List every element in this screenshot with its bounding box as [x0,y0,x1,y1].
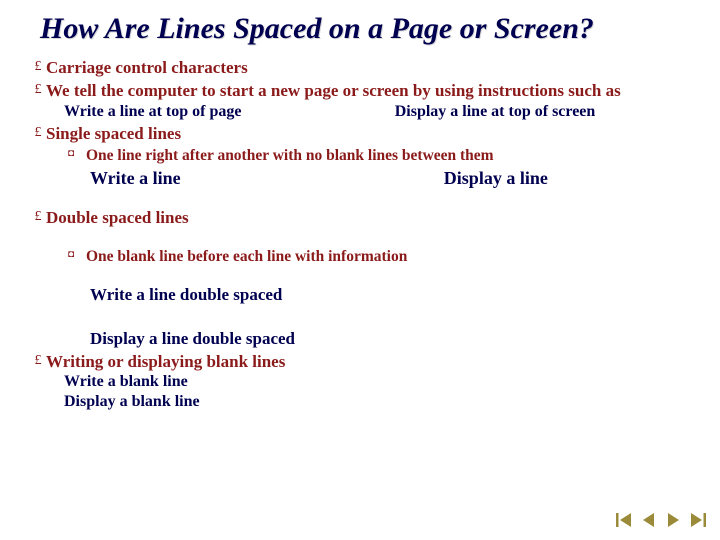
bullet-text: Writing or displaying blank lines [46,351,700,372]
nav-next-button[interactable] [662,510,684,530]
bullet-glyph: £ [30,80,46,99]
slide-content: £ Carriage control characters £ We tell … [0,57,720,413]
example-right: Display a line [444,168,700,189]
nav-controls [614,510,708,530]
bullet-item-2: £ We tell the computer to start a new pa… [30,80,700,101]
nav-prev-button[interactable] [638,510,660,530]
bullet-glyph: £ [30,351,46,370]
slide-title: How Are Lines Spaced on a Page or Screen… [0,0,720,55]
example-right: Display a line at top of screen [395,103,700,121]
example-left: Write a line [90,168,444,189]
sub-bullet-single-spaced: ◘ One line right after another with no b… [68,146,700,166]
bullet-text: Single spaced lines [46,123,700,144]
example-display-double: Display a line double spaced [90,329,700,349]
bullet-item-5: £ Writing or displaying blank lines [30,351,700,372]
bullet-item-3: £ Single spaced lines [30,123,700,144]
example-row-top-of-page: Write a line at top of page Display a li… [64,103,700,121]
sub-bullet-text: One line right after another with no bla… [86,146,700,166]
bullet-glyph: £ [30,57,46,76]
sub-bullet-text: One blank line before each line with inf… [86,247,700,267]
sub-bullet-double-spaced: ◘ One blank line before each line with i… [68,247,700,267]
bullet-glyph: £ [30,207,46,226]
sub-bullet-glyph: ◘ [68,146,86,162]
nav-last-button[interactable] [686,510,708,530]
bullet-item-4: £ Double spaced lines [30,207,700,228]
bullet-text: Double spaced lines [46,207,700,228]
bullet-glyph: £ [30,123,46,142]
example-row-write-display: Write a line Display a line [90,168,700,189]
example-write-double: Write a line double spaced [90,285,700,305]
nav-first-button[interactable] [614,510,636,530]
bullet-item-1: £ Carriage control characters [30,57,700,78]
bullet-text: We tell the computer to start a new page… [46,80,700,101]
bullet-text: Carriage control characters [46,57,700,78]
example-left: Write a line at top of page [64,103,395,121]
example-display-blank: Display a blank line [64,392,700,412]
example-write-blank: Write a blank line [64,372,700,392]
sub-bullet-glyph: ◘ [68,247,86,263]
